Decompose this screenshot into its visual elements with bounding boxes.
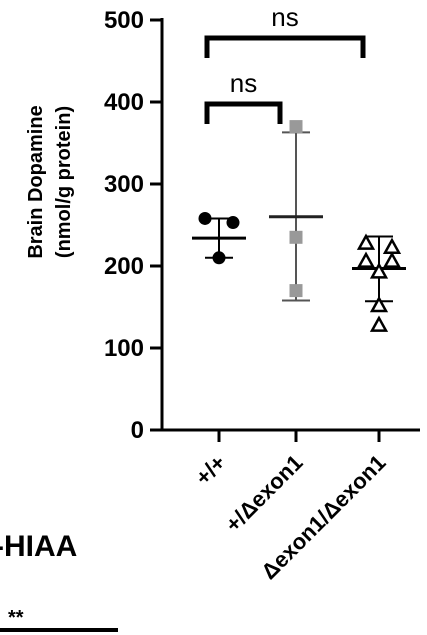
data-point <box>289 230 303 244</box>
y-axis-label-line2: (nmol/g protein) <box>53 106 75 258</box>
y-tick-label: 400 <box>104 89 144 116</box>
data-point <box>369 295 389 313</box>
bracket <box>204 101 283 124</box>
data-point <box>289 120 303 134</box>
y-ticks: 0 100 200 300 400 500 <box>104 7 162 444</box>
bracket <box>204 35 366 58</box>
data-point <box>382 237 402 254</box>
comparison-1: ns <box>204 2 366 58</box>
x-tick-label: +/Δexon1 <box>220 450 307 537</box>
axes <box>160 18 420 442</box>
next-panel-title: -HIAA <box>0 530 77 563</box>
x-tick-label: +/+ <box>190 450 230 490</box>
group-2 <box>352 233 406 332</box>
y-tick-label: 0 <box>131 417 144 444</box>
y-tick-label: 500 <box>104 7 144 34</box>
data-point <box>356 233 376 250</box>
data-point <box>212 251 226 265</box>
significance-label: ns <box>230 68 257 98</box>
next-panel-significance: ** <box>8 607 24 629</box>
y-axis-label-line1: Brain Dopamine <box>25 105 47 258</box>
significance-brackets: ns ns <box>204 2 366 124</box>
y-tick-label: 200 <box>104 253 144 280</box>
data-point <box>369 315 389 332</box>
data-groups <box>192 120 406 332</box>
data-point <box>226 216 240 230</box>
data-point <box>198 211 212 225</box>
significance-label: ns <box>271 2 298 32</box>
y-axis-label: Brain Dopamine (nmol/g protein) <box>25 105 75 258</box>
data-point <box>289 284 303 298</box>
data-point <box>356 251 376 268</box>
comparison-0: ns <box>204 68 283 124</box>
group-0 <box>192 211 246 265</box>
y-tick-label: 300 <box>104 171 144 198</box>
data-point <box>369 262 389 279</box>
data-point <box>382 251 402 268</box>
y-tick-label: 100 <box>104 335 144 362</box>
group-1 <box>269 120 323 302</box>
